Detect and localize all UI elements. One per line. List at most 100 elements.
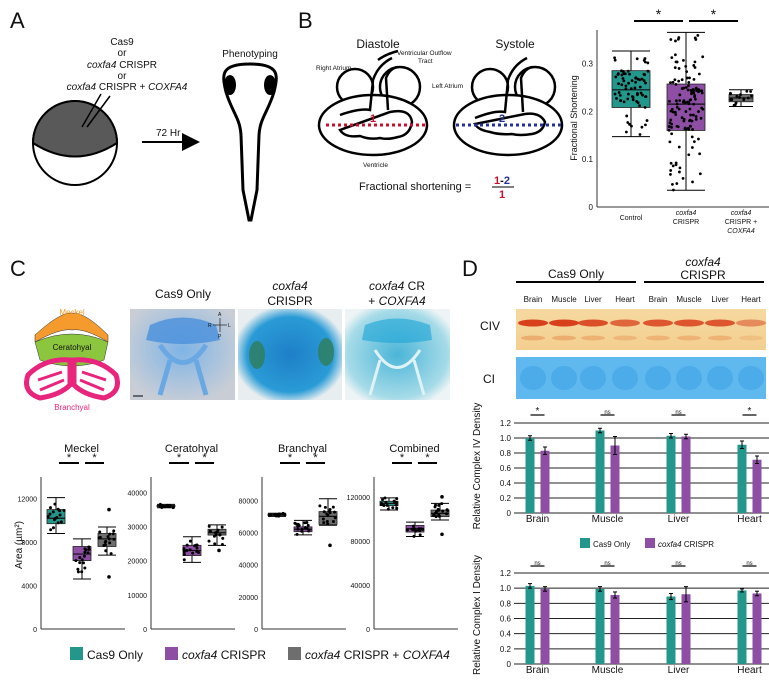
bar xyxy=(681,594,691,664)
data-point xyxy=(672,188,675,192)
x-tick-label: Muscle xyxy=(592,514,624,525)
data-point xyxy=(692,64,696,67)
data-point xyxy=(692,91,696,95)
photo-cas9-only: A R L P xyxy=(130,309,235,400)
or-1: or xyxy=(118,48,128,59)
data-point xyxy=(631,95,634,98)
data-point xyxy=(738,96,741,99)
data-point xyxy=(104,539,108,543)
data-point xyxy=(692,140,696,144)
data-point xyxy=(191,551,195,555)
gene-name: coxfa4 xyxy=(87,60,117,71)
complex-density-charts: 0 0.2 0.4 0.6 0.8 1.0 1.2 Brain * Muscle ns Liver ns… xyxy=(500,406,769,676)
y-tick-label: 0.8 xyxy=(500,449,512,458)
gel-lane-label: Heart xyxy=(615,295,635,304)
significance-label: * xyxy=(67,452,72,464)
data-point xyxy=(112,537,116,541)
data-point xyxy=(445,512,449,516)
data-point xyxy=(693,60,697,64)
svg-text:coxfa4 CR: coxfa4 CR xyxy=(369,279,425,293)
data-point xyxy=(331,519,335,523)
bar xyxy=(752,459,762,513)
data-point xyxy=(293,521,297,525)
chart-title: Meckel xyxy=(64,443,99,455)
data-point xyxy=(333,510,337,514)
panel-d: D Cas9 Only coxfa4 CRISPR Brain Muscle Liv… xyxy=(462,255,769,676)
data-point xyxy=(646,61,650,65)
x-tick-label: Heart xyxy=(737,514,762,525)
data-point xyxy=(667,125,671,128)
x-tick-label: coxfa4 xyxy=(676,210,697,217)
data-point xyxy=(220,525,224,529)
data-point xyxy=(685,76,689,80)
data-point xyxy=(433,511,437,515)
data-point xyxy=(417,528,421,532)
data-point xyxy=(668,121,672,125)
data-point xyxy=(160,504,164,508)
photo-title-cas9: Cas9 Only xyxy=(155,287,211,301)
injection-needle-icon xyxy=(81,93,111,128)
svg-text:+ COXFA4: + COXFA4 xyxy=(368,294,426,308)
chart-branchyal: 0 20000 40000 60000 80000 Branchyal* * xyxy=(239,443,346,634)
legend-swatch-crispr xyxy=(165,647,178,660)
civ-lower-band xyxy=(708,335,732,341)
y-axis-label: Fractional Shortening xyxy=(569,75,579,161)
data-point xyxy=(98,535,102,539)
data-point xyxy=(669,81,672,85)
gel-lane-label: Muscle xyxy=(551,295,577,304)
data-point xyxy=(693,94,697,97)
systole-title: Systole xyxy=(495,37,535,51)
chart-complex-i: 0 0.2 0.4 0.6 0.8 1.0 1.2 Brain ns Muscle ns Liver n… xyxy=(500,561,769,676)
data-point xyxy=(688,118,692,122)
data-point xyxy=(671,164,675,168)
outflow-tract-label: Ventricular Outflow xyxy=(397,50,452,57)
phenotyping-label: Phenotyping xyxy=(222,49,278,60)
data-point xyxy=(185,548,189,552)
data-point xyxy=(671,80,675,84)
y-tick-label: 20000 xyxy=(239,595,259,602)
data-point xyxy=(674,99,678,103)
civ-band xyxy=(578,319,608,327)
data-point xyxy=(624,130,628,134)
data-point xyxy=(436,507,440,511)
arrow-icon xyxy=(142,133,200,151)
civ-band xyxy=(674,319,704,327)
data-point xyxy=(325,520,329,524)
y-tick-label: 0.2 xyxy=(582,107,594,116)
data-point xyxy=(58,509,62,513)
chart-complex-iv: 0 0.2 0.4 0.6 0.8 1.0 1.2 Brain * Muscle ns Liver ns… xyxy=(500,406,769,525)
svg-text:1-2: 1-2 xyxy=(494,175,510,187)
data-point xyxy=(749,90,753,93)
chart-combined: 0 40000 80000 120000 Combined* * xyxy=(347,443,458,634)
data-point xyxy=(689,89,693,92)
data-point xyxy=(645,119,649,122)
civ-band xyxy=(518,319,548,327)
data-point xyxy=(188,539,192,543)
crispr-plus-text: CRISPR + xyxy=(99,82,146,93)
data-point xyxy=(675,102,679,106)
heart-systole-diagram xyxy=(452,56,564,157)
box xyxy=(611,70,651,108)
data-point xyxy=(675,105,679,109)
data-point xyxy=(382,503,386,507)
data-point xyxy=(680,78,684,82)
y-tick-label: 80000 xyxy=(239,498,259,505)
data-point xyxy=(51,526,55,530)
x-tick-label: Heart xyxy=(737,665,762,676)
civ-band xyxy=(736,319,766,327)
data-point xyxy=(82,554,86,558)
data-point xyxy=(691,180,694,184)
data-point xyxy=(615,96,618,100)
data-point xyxy=(626,97,630,101)
data-point xyxy=(207,539,211,543)
legend-gene: coxfa4 xyxy=(658,540,682,549)
data-point xyxy=(630,124,633,128)
data-point xyxy=(689,124,692,128)
outlier-point xyxy=(440,532,444,537)
y-tick-label: 12000 xyxy=(18,497,38,504)
x-tick-label: Liver xyxy=(668,665,690,676)
data-point xyxy=(182,550,186,554)
data-point xyxy=(274,514,278,518)
civ-label: CIV xyxy=(480,319,500,333)
formula-num-2: 2 xyxy=(504,175,510,187)
